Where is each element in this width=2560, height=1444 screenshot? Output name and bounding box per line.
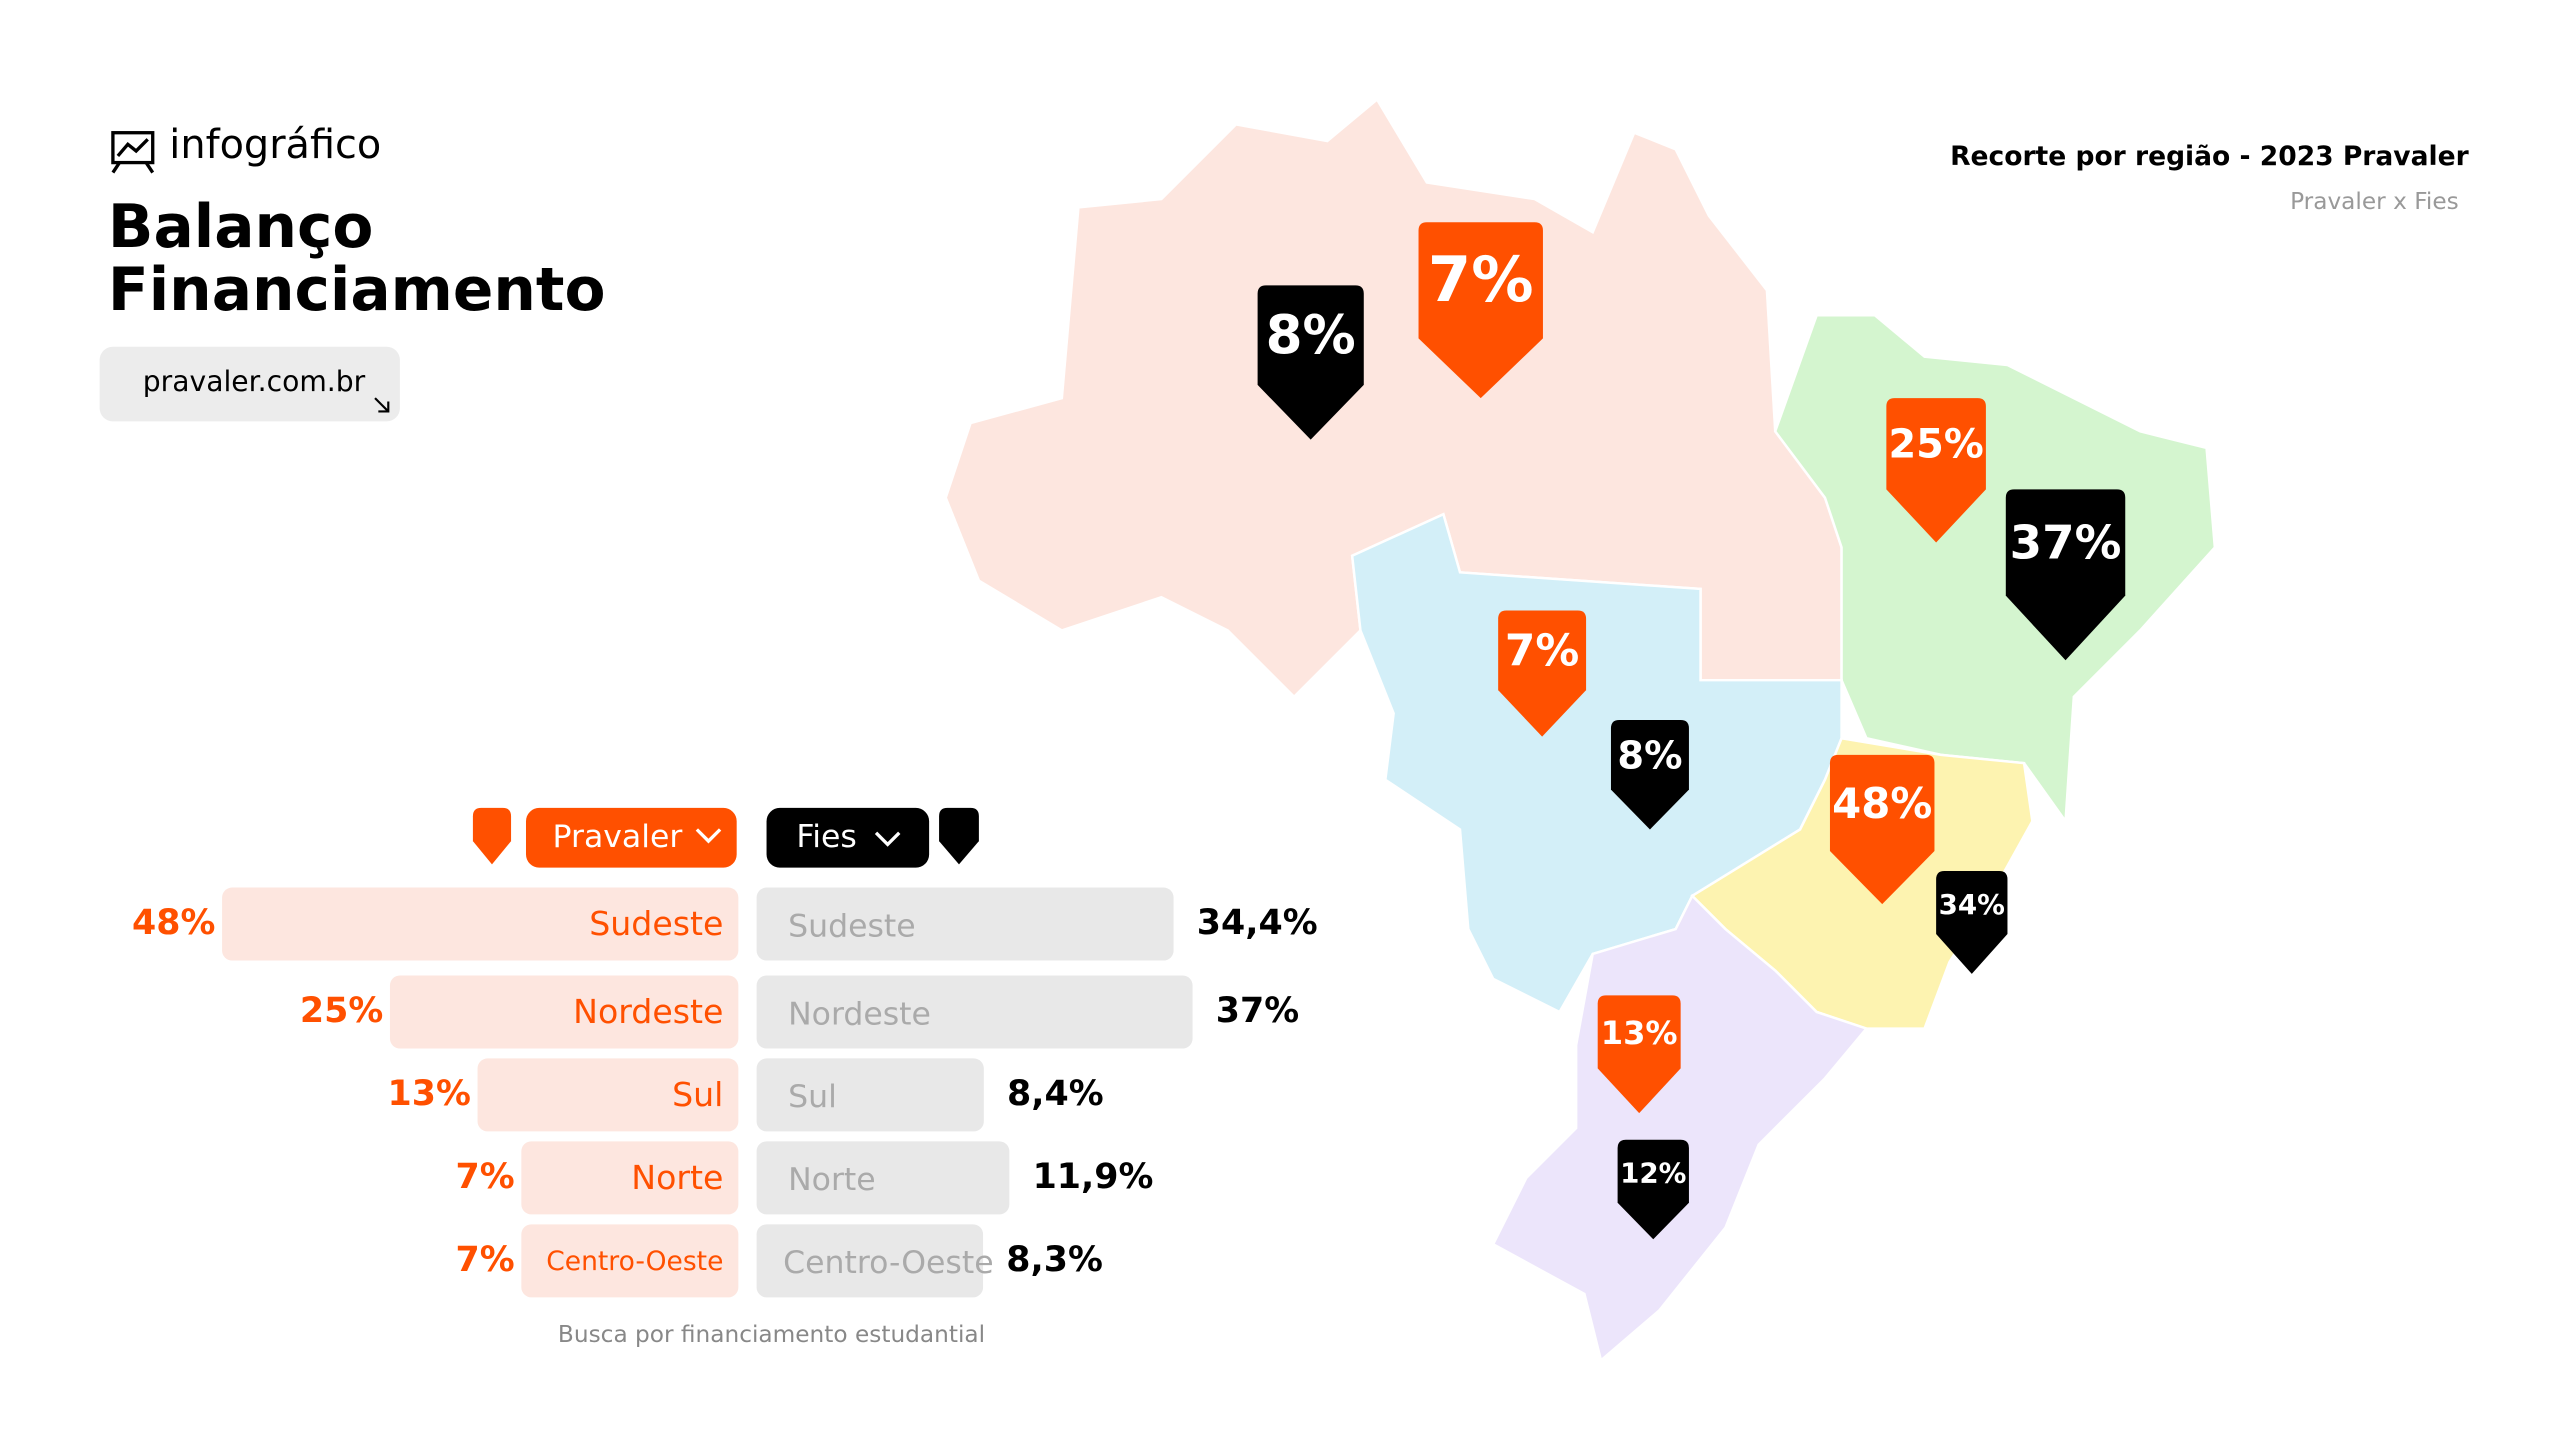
map-pin (1597, 995, 1681, 1114)
legend-pill[interactable] (766, 807, 930, 868)
map-pin-label: 48% (1832, 779, 1932, 828)
legend-label[interactable]: Fies (796, 819, 856, 855)
bar-fies (756, 887, 1174, 961)
bar-category: Sudeste (589, 904, 723, 943)
bar-category: Nordeste (788, 996, 931, 1032)
bar-category: Nordeste (573, 992, 723, 1031)
dropdown-chevron (874, 831, 901, 847)
brand-icon (111, 131, 155, 174)
bar-category: Centro-Oeste (546, 1246, 723, 1277)
subtitle: Recorte por região - 2023 Pravaler (1950, 141, 2469, 172)
map-pin-label: 12% (1620, 1157, 1686, 1190)
map-pin-label: 7% (1428, 243, 1534, 316)
map-pin (1617, 1139, 1689, 1240)
region-sul (1491, 893, 1869, 1363)
brand: infográfico (169, 122, 381, 168)
map-pin (2005, 489, 2126, 661)
bar-fies (756, 975, 1193, 1049)
bar-pravaler (477, 1058, 739, 1132)
region-nordeste (1773, 313, 2217, 825)
value-label: 7% (456, 1157, 515, 1197)
legend-label[interactable]: Pravaler (553, 819, 683, 855)
value-label: 8,4% (1007, 1074, 1104, 1114)
bar-category: Sudeste (788, 908, 916, 944)
map-pin (1610, 720, 1689, 830)
value-label: 7% (456, 1240, 515, 1280)
value-label: 11,9% (1033, 1157, 1154, 1197)
bar-category: Centro-Oeste (783, 1245, 993, 1281)
bar-category: Norte (788, 1162, 876, 1198)
link-button[interactable] (99, 346, 400, 422)
bar-category: Sul (788, 1079, 837, 1115)
bar-pravaler (521, 1224, 739, 1298)
legend-pin (472, 807, 512, 865)
legend-pill[interactable] (525, 807, 737, 868)
value-label: 8,3% (1006, 1240, 1103, 1280)
map-pin-label: 34% (1939, 888, 2005, 921)
bar-fies (756, 1058, 984, 1132)
map-pin-label: 8% (1266, 304, 1356, 366)
map-pin (1936, 870, 2008, 974)
dropdown-chevron (695, 828, 722, 844)
title-line: Financiamento (108, 256, 606, 325)
map (944, 97, 2217, 1363)
map-pin-label: 13% (1601, 1014, 1678, 1052)
bar-pravaler (222, 887, 739, 961)
map-pin-label: 37% (2010, 516, 2122, 570)
map-pin (1886, 398, 1986, 543)
footnote: Busca por financiamento estudantial (558, 1321, 985, 1348)
bar-fies (756, 1224, 984, 1298)
map-pin (1498, 610, 1587, 737)
map-pin (1829, 754, 1935, 905)
map-pin (1418, 222, 1543, 399)
bar-fies (756, 1141, 1010, 1215)
map-pin-label: 25% (1888, 422, 1983, 468)
legend-pin (939, 807, 979, 865)
value-label: 13% (388, 1074, 471, 1114)
value-label: 34,4% (1197, 903, 1318, 943)
map-pin-label: 7% (1505, 626, 1579, 677)
value-label: 48% (132, 903, 215, 943)
link-arrow (374, 397, 390, 413)
title-line: Balanço (108, 193, 374, 262)
link-text[interactable]: pravaler.com.br (143, 365, 366, 398)
subheading: Pravaler x Fies (2290, 188, 2459, 215)
value-label: 37% (1216, 991, 1299, 1031)
bar-category: Sul (672, 1075, 723, 1114)
bar-pravaler (389, 975, 739, 1049)
bar-category: Norte (631, 1158, 723, 1197)
map-pin (1257, 285, 1364, 440)
map-pin-label: 8% (1617, 734, 1682, 779)
bar-pravaler (521, 1141, 739, 1215)
value-label: 25% (300, 991, 383, 1031)
